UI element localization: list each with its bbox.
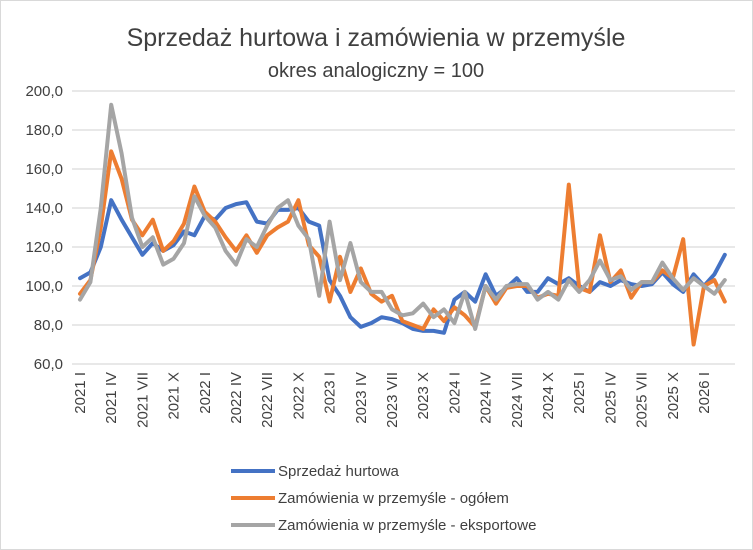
x-tick-label: 2025 IV (602, 372, 619, 424)
legend-label: Zamówienia w przemyśle - ogółem (278, 490, 509, 507)
legend-label: Sprzedaż hurtowa (278, 463, 400, 480)
x-tick-label: 2022 IV (228, 372, 245, 424)
x-tick-label: 2023 I (322, 372, 339, 414)
x-tick-label: 2022 X (290, 372, 307, 420)
y-tick-label: 140,0 (25, 200, 63, 217)
y-tick-label: 80,0 (34, 317, 63, 334)
x-tick-label: 2022 I (197, 372, 214, 414)
x-tick-label: 2024 I (446, 372, 463, 414)
y-tick-label: 100,0 (25, 278, 63, 295)
x-tick-label: 2022 VII (259, 372, 276, 428)
chart-subtitle: okres analogiczny = 100 (268, 60, 484, 82)
x-tick-label: 2024 X (540, 372, 557, 420)
series-lines (78, 102, 727, 347)
legend-label: Zamówienia w przemyśle - eksportowe (278, 517, 536, 534)
x-tick-label: 2025 VII (634, 372, 651, 428)
x-tick-label: 2021 I (72, 372, 89, 414)
x-tick-label: 2021 IV (103, 372, 120, 424)
x-tick-label: 2026 I (696, 372, 713, 414)
y-tick-label: 200,0 (25, 83, 63, 100)
x-tick-label: 2024 VII (509, 372, 526, 428)
gridlines (72, 90, 735, 365)
series-line-2 (78, 102, 727, 331)
x-tick-label: 2021 X (166, 372, 183, 420)
x-tick-label: 2021 VII (134, 372, 151, 428)
y-axis-ticks: 60,0 80,0 100,0 120,0 140,0 160,0 180,0 200,0 (25, 83, 63, 373)
series-line-1 (78, 149, 727, 347)
y-tick-label: 180,0 (25, 122, 63, 139)
x-tick-label: 2023 IV (353, 372, 370, 424)
y-tick-label: 160,0 (25, 161, 63, 178)
x-axis-ticks: 2021 I 2021 IV 2021 VII 2021 X 2022 I 2022 IV… (72, 372, 713, 428)
x-tick-label: 2025 I (571, 372, 588, 414)
chart-title: Sprzedaż hurtowa i zamówienia w przemyśl… (127, 24, 626, 52)
y-tick-label: 120,0 (25, 239, 63, 256)
x-tick-label: 2023 X (415, 372, 432, 420)
x-tick-label: 2025 X (665, 372, 682, 420)
x-tick-label: 2024 IV (478, 372, 495, 424)
legend: Sprzedaż hurtowa Zamówienia w przemyśle -… (231, 463, 536, 534)
y-tick-label: 60,0 (34, 356, 63, 373)
x-tick-label: 2023 VII (384, 372, 401, 428)
